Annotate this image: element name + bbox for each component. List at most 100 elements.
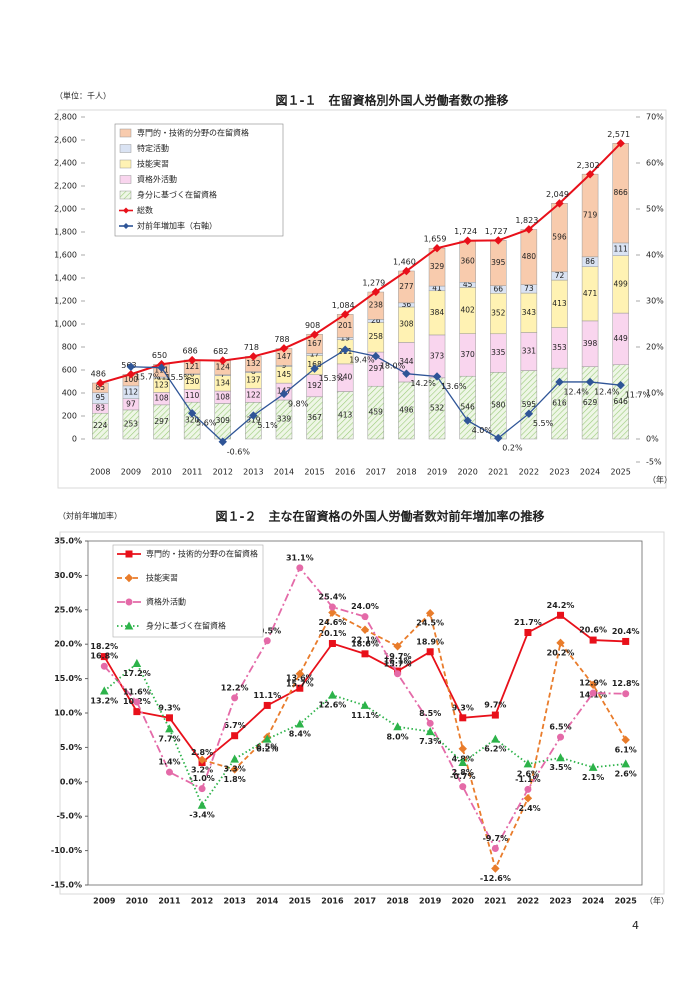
segment-label: 240 xyxy=(338,373,353,382)
y-tick-label: 800 xyxy=(62,343,77,352)
segment-label: 353 xyxy=(552,343,567,352)
value-label: 6.5% xyxy=(549,723,571,732)
marker xyxy=(459,714,467,722)
segment-label: 112 xyxy=(124,387,139,396)
marker xyxy=(165,714,173,722)
segment-label: 130 xyxy=(185,377,200,386)
marker xyxy=(556,638,565,648)
value-label: 1,724 xyxy=(454,227,477,236)
segment-label: 320 xyxy=(185,416,200,425)
value-label: -1.1% xyxy=(515,775,541,784)
x-tick-label: 2009 xyxy=(121,468,141,477)
value-label: 1,823 xyxy=(515,216,538,225)
segment-label: 297 xyxy=(369,364,384,373)
value-label: 6.2% xyxy=(256,745,278,754)
segment-label: 83 xyxy=(96,403,106,412)
marker xyxy=(197,755,207,764)
marker xyxy=(132,658,142,667)
legend-swatch xyxy=(119,190,132,200)
segment-label: 496 xyxy=(399,405,414,414)
marker xyxy=(494,236,503,245)
marker xyxy=(589,636,597,644)
segment-label: 192 xyxy=(307,381,322,390)
segment-label: 596 xyxy=(552,233,567,242)
chart-frame xyxy=(57,109,667,489)
value-label: 6.5% xyxy=(256,743,278,752)
y-tick-label: 200 xyxy=(62,412,77,421)
segment-label: 41 xyxy=(432,283,442,292)
marker xyxy=(100,662,108,670)
segment-label: 319 xyxy=(246,416,261,425)
segment-label: 17 xyxy=(310,349,320,358)
y-tick-label: 30.0% xyxy=(54,571,82,580)
marker xyxy=(463,416,472,425)
marker xyxy=(402,369,411,378)
value-label: 2.6% xyxy=(517,769,539,778)
segment-label: 595 xyxy=(522,400,537,409)
segment-label: 110 xyxy=(185,391,200,400)
marker xyxy=(622,690,630,698)
value-label: 6.1% xyxy=(615,745,637,754)
marker xyxy=(425,727,435,736)
legend-marker xyxy=(123,207,129,214)
x-tick-label: 2017 xyxy=(366,468,386,477)
x-tick-label: 2018 xyxy=(386,897,409,906)
marker xyxy=(165,724,174,733)
segment-label: 277 xyxy=(399,282,414,291)
marker xyxy=(458,757,468,767)
value-label: -1.0% xyxy=(189,774,215,783)
segment-label: 402 xyxy=(460,306,475,315)
value-label: 21.7% xyxy=(514,618,542,627)
marker xyxy=(310,330,319,339)
y-tick-label: 2,000 xyxy=(54,205,77,214)
legend-swatch xyxy=(119,159,132,169)
marker xyxy=(165,768,173,776)
value-label: 5.5% xyxy=(533,419,554,428)
y2-tick-label: 50% xyxy=(646,205,664,214)
value-label: -0.6% xyxy=(227,447,251,456)
segment-label: 297 xyxy=(154,417,169,426)
value-label: 650 xyxy=(152,351,167,360)
value-label: 12.4% xyxy=(594,387,620,396)
value-label: 31.1% xyxy=(286,553,314,562)
y2-tick-label: 40% xyxy=(646,251,664,260)
marker xyxy=(463,236,472,245)
value-label: 15.7% xyxy=(135,372,161,381)
value-label: 1,279 xyxy=(362,278,385,287)
value-label: 18.0% xyxy=(380,362,406,371)
marker xyxy=(589,689,597,697)
marker xyxy=(187,355,197,365)
value-label: 15.5% xyxy=(166,373,192,382)
y-tick-label: 1,200 xyxy=(54,297,77,306)
value-label: 9.3% xyxy=(452,703,474,712)
y-tick-label: 0 xyxy=(72,435,77,444)
legend-label: 対前年増加率（右軸） xyxy=(137,221,217,231)
value-label: 6.7% xyxy=(224,721,246,730)
marker xyxy=(555,199,564,208)
value-label: 788 xyxy=(274,335,289,344)
x-tick-label: 2015 xyxy=(289,897,312,906)
y-axis-unit: （対前年増加率） xyxy=(58,511,122,521)
marker xyxy=(126,362,136,371)
value-label: 908 xyxy=(305,321,320,330)
marker xyxy=(295,719,305,728)
x-tick-label: 2009 xyxy=(93,897,116,906)
y2-tick-label: 20% xyxy=(646,343,664,352)
y-tick-label: 1,000 xyxy=(54,320,77,329)
legend-box xyxy=(114,123,284,237)
marker xyxy=(263,637,271,645)
legend-label: 資格外活動 xyxy=(146,597,186,607)
y-tick-label: -5.0% xyxy=(56,812,82,821)
segment-label: 201 xyxy=(338,321,353,330)
marker xyxy=(458,744,467,753)
series-line xyxy=(201,611,627,872)
value-label: 15.7% xyxy=(286,679,314,688)
value-label: 11.1% xyxy=(351,711,379,720)
value-label: 25.4% xyxy=(319,593,347,602)
marker xyxy=(491,734,500,743)
value-label: 8.0% xyxy=(386,732,408,741)
marker xyxy=(361,613,369,621)
segment-label: 646 xyxy=(614,397,629,406)
value-label: 2.6% xyxy=(615,769,637,778)
